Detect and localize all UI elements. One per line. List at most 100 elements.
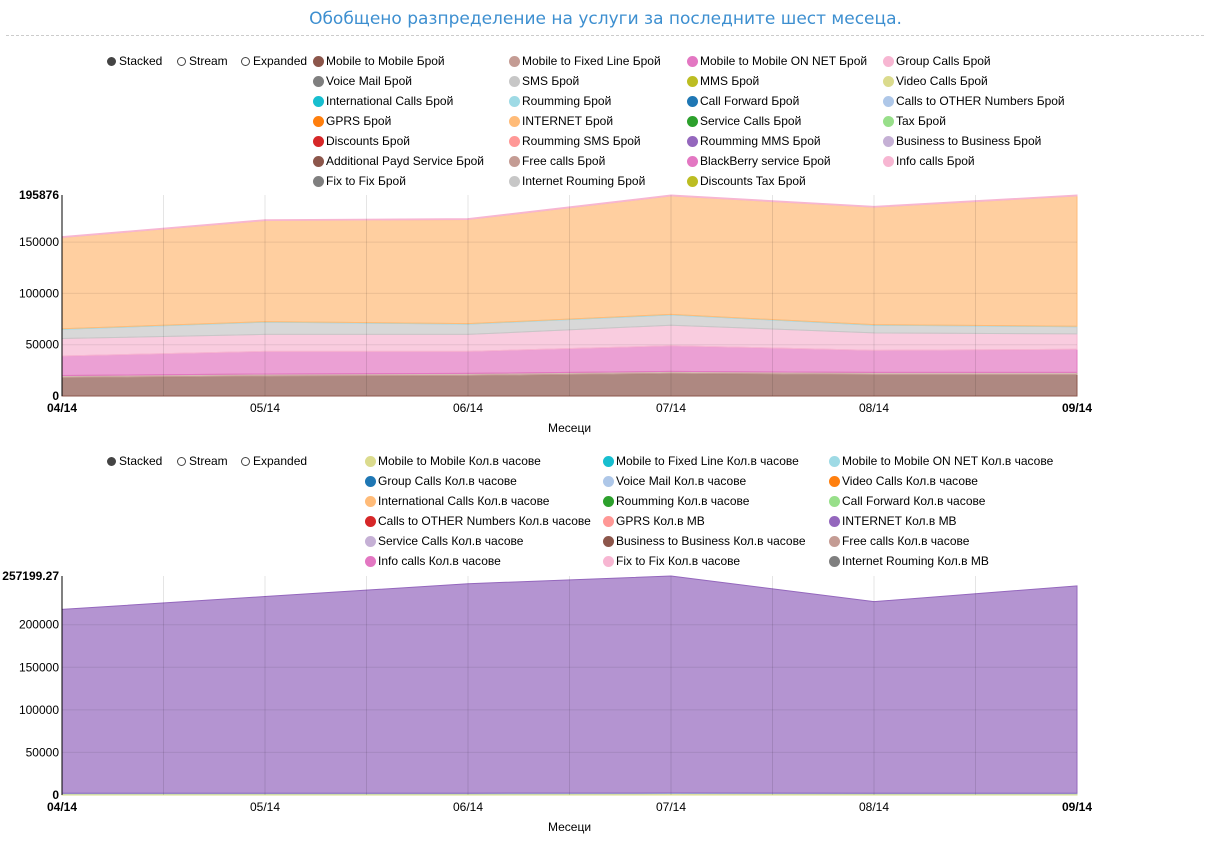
- legend-swatch-icon: [883, 115, 894, 127]
- legend-label: SMS Брой: [522, 74, 580, 88]
- legend-label: Internet Rouming Брой: [522, 174, 646, 188]
- legend-item[interactable]: Calls to OTHER Numbers Кол.в часове: [365, 514, 591, 528]
- legend-item[interactable]: Call Forward Брой: [687, 94, 799, 108]
- legend-swatch-icon: [883, 75, 894, 87]
- legend-item[interactable]: Tax Брой: [883, 114, 946, 128]
- legend-item[interactable]: MMS Брой: [687, 74, 759, 88]
- legend-item[interactable]: Roumming SMS Брой: [509, 134, 641, 148]
- legend-label: Fix to Fix Брой: [326, 174, 406, 188]
- legend-swatch-icon: [509, 115, 520, 127]
- legend-swatch-icon: [313, 155, 324, 167]
- legend-item[interactable]: INTERNET Брой: [509, 114, 613, 128]
- legend-item[interactable]: GPRS Брой: [313, 114, 391, 128]
- legend-swatch-icon: [687, 175, 698, 187]
- legend-label: Roumming MMS Брой: [700, 134, 821, 148]
- area-series-2: [61, 345, 1078, 376]
- stacked-toggle[interactable]: Stacked: [107, 54, 162, 68]
- legend-item[interactable]: Info calls Брой: [883, 154, 975, 168]
- legend-item[interactable]: Free calls Кол.в часове: [829, 534, 969, 548]
- stacked-toggle[interactable]: Stacked: [107, 454, 162, 468]
- legend-item[interactable]: Roumming Брой: [509, 94, 611, 108]
- legend-item[interactable]: Discounts Брой: [313, 134, 410, 148]
- legend-item[interactable]: Internet Rouming Брой: [509, 174, 645, 188]
- legend-item[interactable]: Video Calls Брой: [883, 74, 988, 88]
- legend-item[interactable]: Voice Mail Брой: [313, 74, 412, 88]
- legend-item[interactable]: Mobile to Mobile Кол.в часове: [365, 454, 541, 468]
- legend-swatch-icon: [509, 175, 520, 187]
- legend-swatch-icon: [313, 75, 324, 87]
- legend-label: INTERNET Брой: [522, 114, 614, 128]
- legend-label: Business to Business Брой: [896, 134, 1042, 148]
- x-tick-label: 05/14: [250, 401, 280, 415]
- legend-swatch-icon: [829, 495, 840, 507]
- stream-toggle[interactable]: Stream: [177, 454, 228, 468]
- legend-swatch-icon: [829, 515, 840, 527]
- y-tick-label: 195876: [19, 188, 59, 202]
- legend-swatch-icon: [687, 115, 698, 127]
- legend-item[interactable]: SMS Брой: [509, 74, 579, 88]
- legend-item[interactable]: Voice Mail Кол.в часове: [603, 474, 746, 488]
- expanded-toggle[interactable]: Expanded: [241, 54, 307, 68]
- legend-swatch-icon: [313, 175, 324, 187]
- legend-item[interactable]: International Calls Брой: [313, 94, 453, 108]
- legend-item[interactable]: International Calls Кол.в часове: [365, 494, 549, 508]
- legend-item[interactable]: Mobile to Mobile Брой: [313, 54, 445, 68]
- y-tick-label: 50000: [26, 338, 60, 352]
- x-axis-label: Месеци: [548, 421, 591, 435]
- radio-icon: [107, 56, 116, 66]
- legend-swatch-icon: [883, 95, 894, 107]
- legend-label: Calls to OTHER Numbers Брой: [896, 94, 1065, 108]
- stream-label: Stream: [189, 454, 228, 468]
- legend-item[interactable]: BlackBerry service Брой: [687, 154, 831, 168]
- legend-item[interactable]: Mobile to Fixed Line Кол.в часове: [603, 454, 799, 468]
- legend-item[interactable]: Group Calls Брой: [883, 54, 991, 68]
- legend-label: Roumming SMS Брой: [522, 134, 641, 148]
- legend-item[interactable]: Video Calls Кол.в часове: [829, 474, 978, 488]
- legend-label: GPRS Брой: [326, 114, 392, 128]
- legend-item[interactable]: Roumming Кол.в часове: [603, 494, 749, 508]
- legend-swatch-icon: [829, 475, 840, 487]
- x-tick-label: 05/14: [250, 800, 280, 814]
- stacked-label: Stacked: [119, 454, 163, 468]
- legend-item[interactable]: Business to Business Кол.в часове: [603, 534, 806, 548]
- legend-label: Calls to OTHER Numbers Кол.в часове: [378, 514, 591, 528]
- legend-item[interactable]: Roumming MMS Брой: [687, 134, 821, 148]
- legend-item[interactable]: Additional Payd Service Брой: [313, 154, 484, 168]
- stream-toggle[interactable]: Stream: [177, 54, 228, 68]
- legend-item[interactable]: Info calls Кол.в часове: [365, 554, 501, 568]
- legend-item[interactable]: GPRS Кол.в MB: [603, 514, 705, 528]
- legend-swatch-icon: [603, 535, 614, 547]
- legend-item[interactable]: Call Forward Кол.в часове: [829, 494, 985, 508]
- y-tick-label: 50000: [26, 745, 60, 759]
- legend-label: Mobile to Mobile Брой: [326, 54, 445, 68]
- legend-swatch-icon: [509, 95, 520, 107]
- legend-swatch-icon: [365, 475, 376, 487]
- legend-item[interactable]: Service Calls Брой: [687, 114, 801, 128]
- legend-item[interactable]: Fix to Fix Кол.в часове: [603, 554, 740, 568]
- legend-swatch-icon: [509, 75, 520, 87]
- legend-item[interactable]: Mobile to Fixed Line Брой: [509, 54, 661, 68]
- expanded-toggle[interactable]: Expanded: [241, 454, 307, 468]
- legend-item[interactable]: Business to Business Брой: [883, 134, 1041, 148]
- legend-label: Video Calls Кол.в часове: [842, 474, 978, 488]
- expanded-label: Expanded: [253, 54, 308, 68]
- legend-item[interactable]: Mobile to Mobile ON NET Брой: [687, 54, 867, 68]
- area-series-13: [61, 195, 1078, 330]
- legend-item[interactable]: Fix to Fix Брой: [313, 174, 406, 188]
- x-tick-label: 07/14: [656, 401, 686, 415]
- legend-item[interactable]: Service Calls Кол.в часове: [365, 534, 523, 548]
- legend-label: Mobile to Mobile ON NET Кол.в часове: [842, 454, 1054, 468]
- x-tick-label: 06/14: [453, 800, 483, 814]
- legend-item[interactable]: Internet Rouming Кол.в MB: [829, 554, 989, 568]
- legend-item[interactable]: Group Calls Кол.в часове: [365, 474, 517, 488]
- legend-item[interactable]: Free calls Брой: [509, 154, 605, 168]
- legend-swatch-icon: [603, 555, 614, 567]
- legend-label: Info calls Брой: [896, 154, 975, 168]
- legend-label: Business to Business Кол.в часове: [616, 534, 806, 548]
- legend-swatch-icon: [829, 535, 840, 547]
- legend-item[interactable]: Mobile to Mobile ON NET Кол.в часове: [829, 454, 1053, 468]
- legend-item[interactable]: Discounts Tax Брой: [687, 174, 806, 188]
- x-tick-label: 04/14: [47, 401, 77, 415]
- legend-item[interactable]: INTERNET Кол.в MB: [829, 514, 957, 528]
- legend-item[interactable]: Calls to OTHER Numbers Брой: [883, 94, 1065, 108]
